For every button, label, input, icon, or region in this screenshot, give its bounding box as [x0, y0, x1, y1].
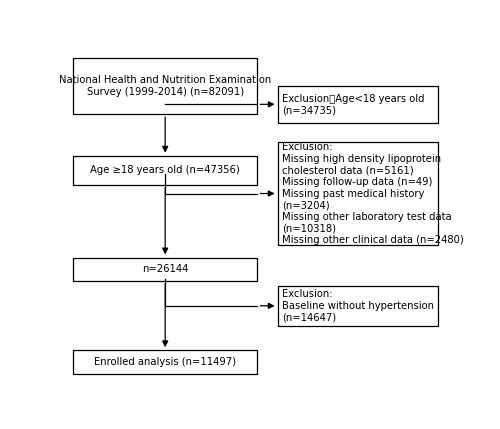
Text: Exclusion:
Missing high density lipoprotein
cholesterol data (n=5161)
Missing fo: Exclusion: Missing high density lipoprot… [282, 142, 464, 245]
Text: n=26144: n=26144 [142, 265, 188, 275]
Bar [73, 156, 257, 185]
Bar [73, 257, 257, 281]
Bar [73, 58, 257, 114]
Bar [278, 86, 438, 123]
Text: Enrolled analysis (n=11497): Enrolled analysis (n=11497) [94, 357, 236, 367]
Bar [278, 142, 438, 245]
Bar [278, 286, 438, 326]
Text: Age ≥18 years old (n=47356): Age ≥18 years old (n=47356) [90, 166, 240, 175]
Bar [73, 350, 257, 374]
Text: Exclusion：Age<18 years old
(n=34735): Exclusion：Age<18 years old (n=34735) [282, 94, 424, 115]
Text: National Health and Nutrition Examination
Survey (1999-2014) (n=82091): National Health and Nutrition Examinatio… [59, 76, 272, 97]
Text: Exclusion:
Baseline without hypertension
(n=14647): Exclusion: Baseline without hypertension… [282, 289, 434, 323]
